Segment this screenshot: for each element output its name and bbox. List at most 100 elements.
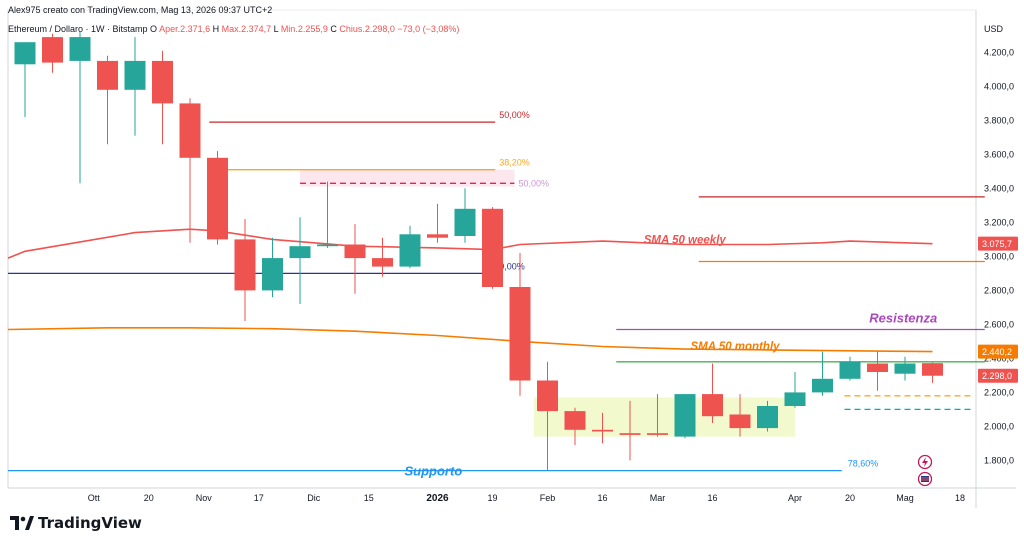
candle-body — [482, 208, 503, 287]
candle-up[interactable] — [262, 237, 283, 298]
candle-body — [42, 37, 63, 63]
candle-body — [152, 60, 173, 104]
time-tick-label: Ott — [88, 493, 101, 503]
candle-body — [124, 60, 146, 90]
time-axis: Ott 20 Nov 17 Dic 15 2026 19 Feb 16 Mar 16 Apr 20 Mag 1… — [88, 493, 965, 504]
candle-down[interactable] — [564, 407, 586, 446]
close-label: C — [330, 24, 339, 34]
candle-body — [839, 361, 861, 379]
candle-down[interactable] — [647, 394, 668, 437]
time-tick-label: 15 — [364, 493, 374, 503]
candle-up[interactable] — [317, 181, 338, 248]
author-line: Alex975 creato con TradingView.com, Mag … — [8, 5, 272, 15]
candle-body — [729, 414, 751, 429]
time-tick-label: 20 — [144, 493, 154, 503]
candle-body — [784, 392, 806, 406]
candle-up[interactable] — [289, 217, 311, 304]
candle-down[interactable] — [97, 55, 118, 145]
ohlc-legend: Ethereum / Dollaro · 1W · Bitstamp O Ape… — [8, 24, 459, 34]
candle-body — [97, 60, 118, 90]
candle-up[interactable] — [454, 188, 476, 243]
sma-50-monthly-line — [7, 327, 933, 353]
candle-body — [647, 433, 668, 435]
open-value: Aper.2.371,6 — [159, 24, 213, 34]
candle-up[interactable] — [839, 356, 861, 381]
candle-down[interactable] — [922, 362, 943, 383]
price-tick-label: 3.000,0 — [984, 251, 1014, 261]
candle-down[interactable] — [207, 151, 228, 245]
candle-down[interactable] — [592, 412, 613, 444]
support-label: Supporto — [405, 464, 463, 479]
candle-body — [867, 363, 888, 372]
price-tick-label: 4.200,0 — [984, 47, 1014, 57]
time-tick-label: Nov — [196, 493, 213, 503]
candle-down[interactable] — [702, 363, 723, 424]
candle-body — [179, 103, 201, 158]
tradingview-logo-icon — [10, 516, 34, 530]
candle-body — [317, 244, 338, 247]
sma-weekly-label: SMA 50 weekly — [644, 235, 727, 247]
candle-down[interactable] — [729, 394, 751, 437]
candle-up[interactable] — [894, 356, 916, 381]
time-tick-label: 2026 — [426, 493, 449, 504]
candle-down[interactable] — [372, 237, 393, 277]
candle-down[interactable] — [344, 224, 366, 294]
candle-body — [427, 234, 448, 238]
candle-up[interactable] — [69, 32, 91, 184]
time-tick-label: Feb — [540, 493, 556, 503]
price-tag-text: 3.075,7 — [982, 239, 1012, 249]
candle-down[interactable] — [179, 98, 201, 243]
candle-up[interactable] — [784, 372, 806, 408]
candle-down[interactable] — [42, 33, 63, 73]
low-label: L — [274, 24, 281, 34]
candle-up[interactable] — [674, 394, 696, 439]
close-value: Chius.2.298,0 — [339, 24, 397, 34]
price-tag-bg — [978, 344, 1018, 359]
price-tag-text: 2.298,0 — [982, 371, 1012, 381]
candle-body — [69, 37, 91, 61]
candle-body — [592, 429, 613, 432]
candle-down[interactable] — [509, 253, 531, 396]
candle-up[interactable] — [14, 42, 36, 117]
time-tick-label: 20 — [845, 493, 855, 503]
time-tick-label: 19 — [487, 493, 497, 503]
candles — [14, 32, 943, 471]
candle-up[interactable] — [812, 351, 833, 396]
candle-up[interactable] — [757, 400, 778, 432]
candle-down[interactable] — [537, 361, 558, 471]
price-tag-bg — [978, 368, 1018, 383]
resistance-label: Resistenza — [869, 311, 937, 326]
candle-body — [509, 287, 531, 381]
price-tick-label: 3.200,0 — [984, 217, 1014, 227]
candle-body — [262, 258, 283, 291]
symbol-name: Ethereum / Dollaro · 1W · Bitstamp — [8, 24, 150, 34]
currency-label: USD — [984, 24, 1004, 34]
candle-up[interactable] — [124, 37, 146, 136]
price-tag-bg — [978, 236, 1018, 251]
tradingview-brand: TradingView — [10, 514, 142, 532]
candle-down[interactable] — [427, 203, 448, 243]
lightning-glyph — [922, 457, 928, 467]
candle-down[interactable] — [619, 400, 641, 461]
candle-down[interactable] — [482, 207, 503, 289]
fib-0-level-label: 0,00% — [499, 261, 525, 271]
candle-body — [207, 157, 228, 240]
candle-up[interactable] — [399, 225, 421, 269]
flag-glyph — [921, 476, 929, 482]
price-axis: USD 4.200,0 4.000,0 3.800,0 3.600,0 3.400,0 3.… — [984, 24, 1014, 465]
price-tick-label: 3.800,0 — [984, 115, 1014, 125]
time-tick-label: Mag — [896, 493, 914, 503]
candle-body — [674, 394, 696, 437]
fib-50-level-label: 50,00% — [499, 110, 530, 120]
candle-body — [537, 380, 558, 412]
candle-down[interactable] — [234, 219, 256, 321]
time-tick-label: 16 — [597, 493, 607, 503]
candle-body — [564, 411, 586, 430]
candle-down[interactable] — [152, 50, 173, 145]
candle-down[interactable] — [867, 351, 888, 391]
price-tick-label: 3.600,0 — [984, 149, 1014, 159]
time-tick-label: Mar — [650, 493, 666, 503]
brand-name: TradingView — [38, 514, 142, 532]
close-price-tag: 2.298,0 — [978, 368, 1018, 383]
